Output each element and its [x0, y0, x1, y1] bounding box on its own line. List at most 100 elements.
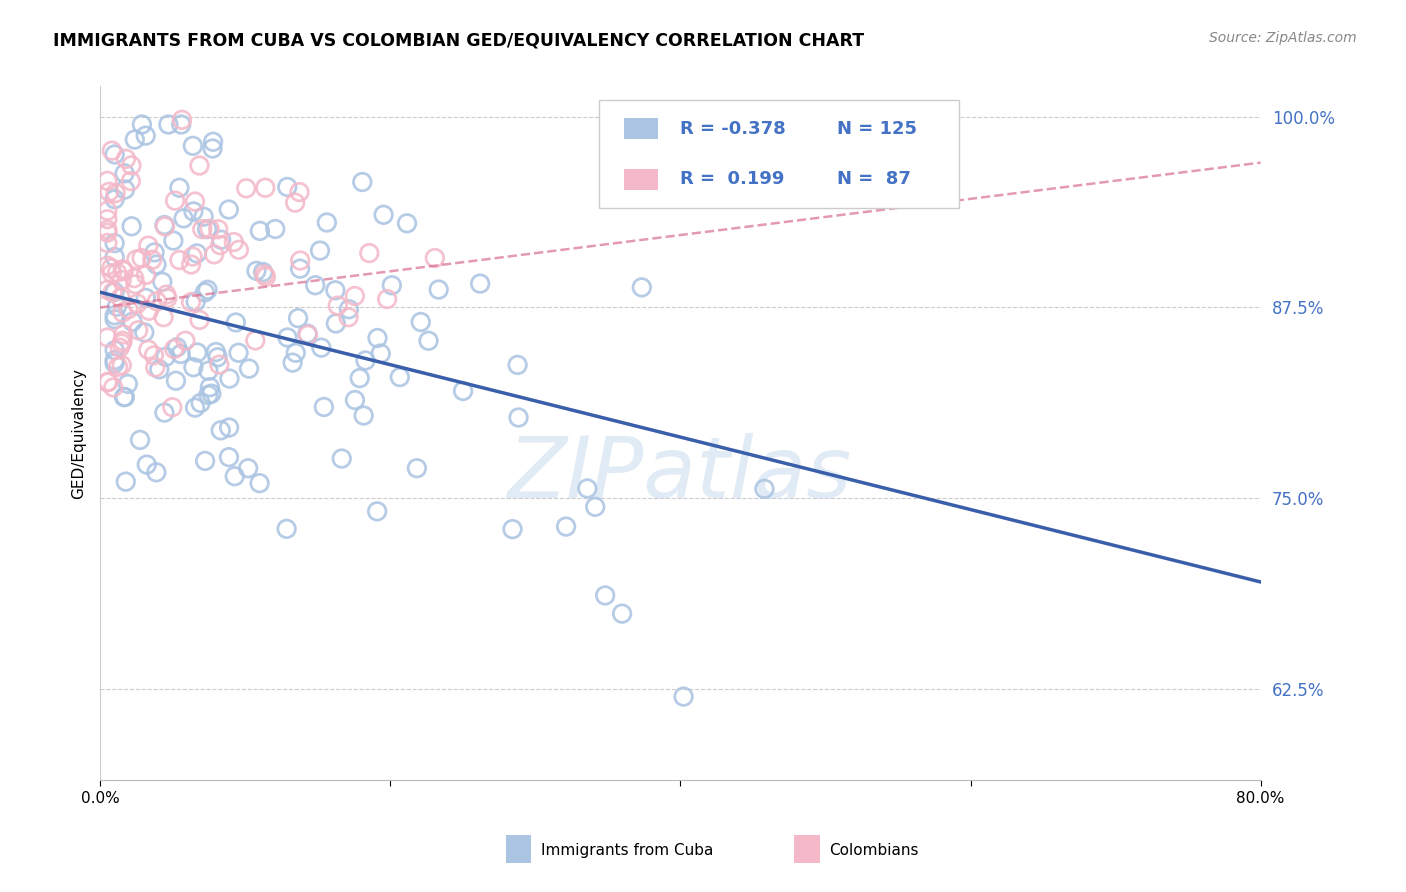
Point — [104, 356, 127, 370]
Point — [325, 283, 347, 297]
FancyBboxPatch shape — [623, 119, 658, 139]
Point — [111, 305, 134, 319]
Point — [395, 216, 418, 230]
Point — [104, 250, 127, 264]
Point — [451, 384, 474, 398]
Point — [170, 118, 193, 132]
Point — [127, 296, 149, 310]
Point — [135, 458, 157, 472]
Point — [143, 360, 166, 375]
Point — [104, 343, 127, 358]
FancyBboxPatch shape — [794, 835, 820, 863]
Point — [162, 401, 184, 415]
Text: IMMIGRANTS FROM CUBA VS COLOMBIAN GED/EQUIVALENCY CORRELATION CHART: IMMIGRANTS FROM CUBA VS COLOMBIAN GED/EQ… — [53, 31, 865, 49]
Point — [111, 358, 134, 372]
Point — [198, 380, 221, 394]
Point — [96, 376, 118, 390]
Point — [326, 299, 349, 313]
Point — [104, 186, 127, 200]
Point — [218, 420, 240, 434]
Point — [184, 294, 207, 309]
Point — [112, 264, 135, 278]
Point — [96, 235, 118, 250]
Point — [209, 238, 232, 252]
Point — [105, 300, 128, 314]
Point — [209, 233, 232, 247]
Text: R =  0.199: R = 0.199 — [681, 170, 785, 188]
Point — [136, 238, 159, 252]
Point — [180, 295, 202, 310]
Point — [114, 166, 136, 180]
Point — [201, 142, 224, 156]
Point — [184, 401, 207, 415]
Point — [630, 280, 652, 294]
Point — [330, 451, 353, 466]
Point — [388, 370, 411, 384]
Point — [349, 371, 371, 385]
Point — [576, 482, 599, 496]
Point — [190, 396, 212, 410]
Point — [170, 112, 193, 127]
Text: R = -0.378: R = -0.378 — [681, 120, 786, 138]
Point — [169, 347, 191, 361]
Point — [104, 236, 127, 251]
Point — [110, 291, 132, 305]
Point — [343, 289, 366, 303]
Point — [343, 392, 366, 407]
Point — [104, 147, 127, 161]
Point — [409, 315, 432, 329]
Point — [197, 388, 219, 402]
Point — [198, 221, 221, 235]
Point — [111, 273, 134, 287]
Point — [276, 330, 298, 344]
Point — [145, 465, 167, 479]
Point — [309, 244, 332, 258]
Point — [135, 268, 157, 282]
Point — [96, 283, 118, 297]
Point — [169, 181, 191, 195]
Point — [145, 258, 167, 272]
Point — [754, 482, 776, 496]
Point — [194, 454, 217, 468]
Point — [209, 423, 232, 437]
Point — [114, 475, 136, 489]
Point — [120, 174, 142, 188]
Point — [406, 461, 429, 475]
Point — [114, 182, 136, 196]
Point — [111, 262, 134, 277]
Point — [288, 261, 311, 276]
Point — [254, 180, 277, 194]
Point — [418, 334, 440, 348]
Point — [228, 243, 250, 257]
Point — [121, 315, 143, 329]
Point — [288, 185, 311, 199]
Point — [184, 194, 207, 209]
Point — [101, 144, 124, 158]
Point — [245, 264, 267, 278]
Point — [107, 359, 129, 374]
Point — [287, 311, 309, 326]
Point — [156, 291, 179, 305]
Point — [134, 326, 156, 340]
Point — [502, 522, 524, 536]
Point — [152, 310, 174, 325]
FancyBboxPatch shape — [506, 835, 531, 863]
Point — [143, 245, 166, 260]
Point — [186, 345, 208, 359]
Point — [125, 252, 148, 267]
Point — [101, 285, 124, 300]
Point — [218, 202, 240, 217]
Point — [238, 361, 260, 376]
Point — [121, 219, 143, 234]
Point — [359, 246, 381, 260]
Point — [96, 223, 118, 237]
Point — [117, 302, 139, 317]
Point — [174, 334, 197, 348]
Point — [131, 251, 153, 265]
Point — [181, 250, 204, 264]
Point — [108, 341, 131, 355]
Point — [124, 277, 146, 292]
Point — [112, 390, 135, 404]
Point — [135, 291, 157, 305]
Point — [373, 208, 395, 222]
